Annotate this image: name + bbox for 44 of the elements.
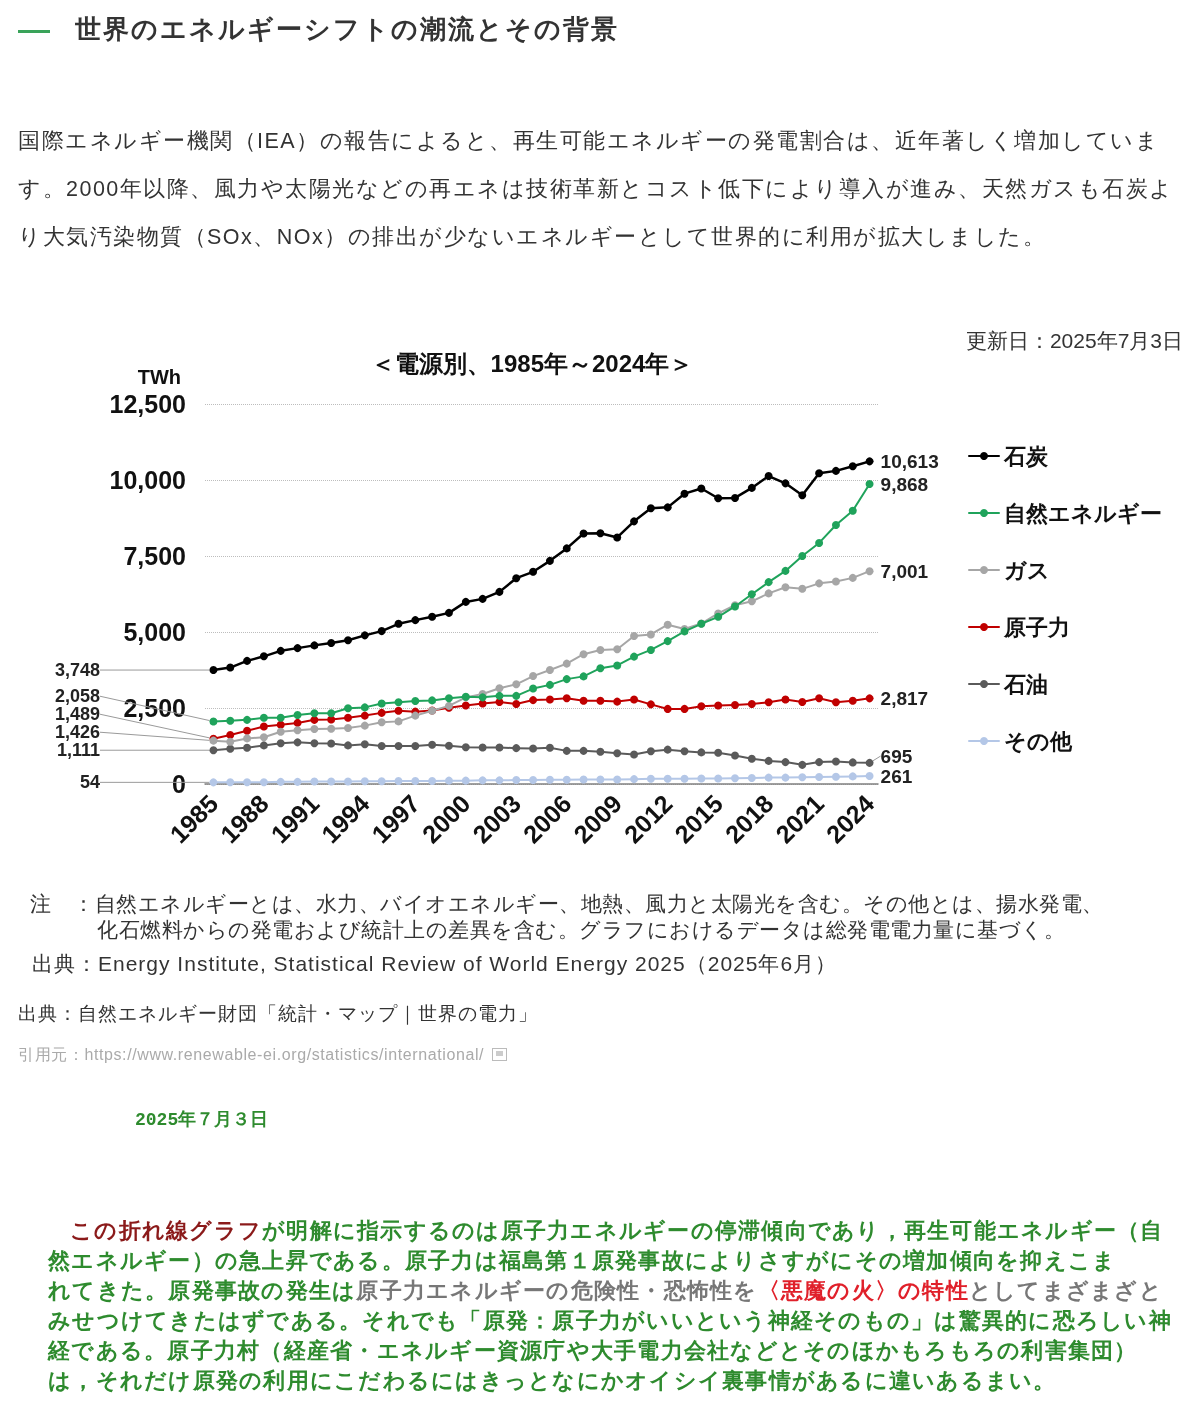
text: 〈悪魔の火〉の特性	[757, 1278, 969, 1303]
data-label: 54	[79, 772, 100, 793]
text: 世界のエネルギーシフトの潮流とその背景	[75, 14, 619, 44]
data-label: 695	[880, 745, 913, 767]
legend-label: 石油	[1003, 671, 1048, 697]
text: としてまざまざと	[968, 1278, 1163, 1303]
y-tick-label: 12,500	[109, 390, 186, 418]
data-label: 1,489	[54, 704, 100, 725]
y-tick-label: 10,000	[109, 466, 186, 494]
source-note: 出典：自然エネルギー財団「統計・マップ｜世界の電力」	[18, 1003, 538, 1024]
data-label: 3,748	[54, 660, 100, 681]
text: 更新日：2025年7月3日	[965, 329, 1183, 352]
text: 注 ：自然エネルギーとは、水力、バイオエネルギー、地熱、風力と太陽光を含む。その他とは、揚水発電、化石燃料からの発電および統計上の差異を含む。グラフにおけるデータは総発電電力量に基づく。	[30, 892, 1104, 941]
text: 国際エネルギー機関（IEA）の報告によると、再生可能エネルギーの発電割合は、近年著しく増加しています。2000年以降、風力や太陽光などの再エネは技術革新とコスト低下により導入が進み、天然ガスも石炭より大気汚染物質（SOx、NOx）の排出が少ないエネルギーとして世界的に利用が拡大しました。	[18, 129, 1174, 249]
legend-label: ガス	[1004, 557, 1050, 583]
legend-label: 原子力	[1003, 614, 1070, 640]
y-tick-label: 5,000	[123, 618, 186, 646]
data-label: 1,426	[54, 722, 100, 743]
y-tick-label: 7,500	[123, 542, 186, 570]
legend-label: その他	[1004, 728, 1073, 754]
text: れてきた。原発事故の発生は	[48, 1278, 357, 1303]
legend-label: 自然エネルギー	[1004, 500, 1162, 526]
text: この折れ線グラフ	[70, 1218, 262, 1243]
text: が明解に指示するのは原子力エネルギーの停滞傾向であり，再生可能エネルギー（自	[262, 1218, 1164, 1243]
data-label: 261	[880, 765, 913, 787]
chart-title: ＜電源別、1985年～2024年＞	[370, 349, 694, 377]
data-label: 2,817	[880, 687, 929, 709]
text: 経である。原子力村（経産省・エネルギー資源庁や大手電力会社などとそのほかもろもろの利害集団）	[48, 1338, 1138, 1363]
source-note: 出典：Energy Institute, Statistical Review of World Energy 2025（2025年6月）	[32, 952, 838, 975]
data-label: 10,613	[880, 450, 939, 472]
text: みせつけてきたはずである。それでも「原発：原子力がいいという神経そのもの」は驚異的に恐ろしい神	[48, 1308, 1172, 1333]
data-label: 1,111	[56, 740, 100, 761]
text: 2025年７月３日	[135, 1110, 269, 1130]
text: 原子力エネルギーの危険性・恐怖性を	[356, 1278, 758, 1303]
text: は，それだけ原発の利用にこだわるにはきっとなにかオイシイ裏事情があるに違いあるまい。	[48, 1368, 1057, 1393]
legend-label: 石炭	[1003, 443, 1049, 469]
text: 然エネルギー）の急上昇である。原子力は福島第１原発事故によりさすがにその増加傾向を抑えこま	[48, 1248, 1117, 1273]
data-label: 2,058	[54, 686, 100, 707]
y-tick-label: 2,500	[123, 694, 186, 722]
y-axis-title: TWh	[137, 366, 181, 388]
data-label: 7,001	[880, 560, 929, 582]
text: 引用元：https://www.renewable-ei.org/statistics/international/	[18, 1046, 485, 1063]
data-label: 9,868	[880, 473, 929, 495]
y-tick-label: 0	[172, 770, 186, 798]
